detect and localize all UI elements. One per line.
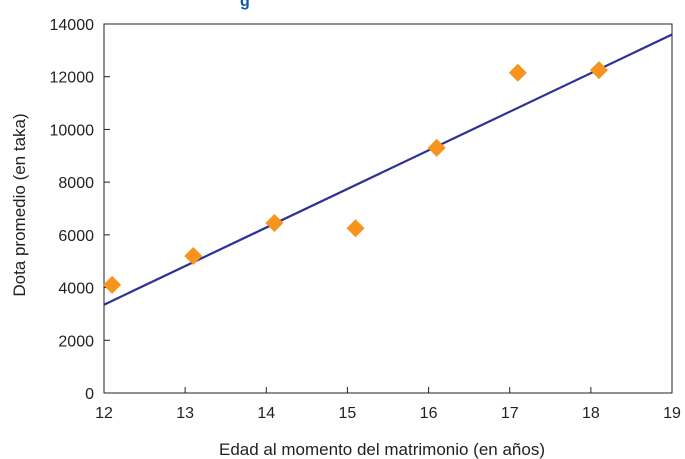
y-tick-label: 4000 [58,281,94,298]
y-axis-ticks: 0 2000 4000 6000 8000 10000 12000 14000 [50,17,110,403]
data-point-diamond [589,61,608,80]
x-axis-ticks: 12 13 14 15 16 17 18 19 [95,387,681,422]
x-tick-label: 19 [663,405,681,422]
plot-area [103,23,673,394]
x-axis-title: Edad al momento del matrimonio (en años) [219,440,545,459]
x-tick-label: 14 [257,405,275,422]
x-tick-label: 15 [339,405,357,422]
x-tick-label: 16 [420,405,438,422]
y-tick-label: 14000 [50,17,95,34]
y-axis-title: Dota promedio (en taka) [10,113,29,296]
y-tick-label: 8000 [58,175,94,192]
data-point-diamond [103,275,122,294]
y-tick-label: 0 [85,386,94,403]
data-point-diamond [508,63,527,82]
plot-frame [103,23,673,394]
data-point-diamond [427,138,446,157]
data-point-diamond [265,213,284,232]
trend-line [103,33,673,306]
partial-title: g [240,0,250,10]
y-tick-label: 10000 [50,122,95,139]
data-point-diamond [346,219,365,238]
x-tick-label: 17 [501,405,519,422]
x-tick-label: 12 [95,405,113,422]
x-tick-label: 13 [176,405,194,422]
x-tick-label: 18 [582,405,600,422]
data-point-diamond [184,246,203,265]
y-tick-label: 2000 [58,333,94,350]
y-tick-label: 6000 [58,228,94,245]
y-tick-label: 12000 [50,70,95,87]
